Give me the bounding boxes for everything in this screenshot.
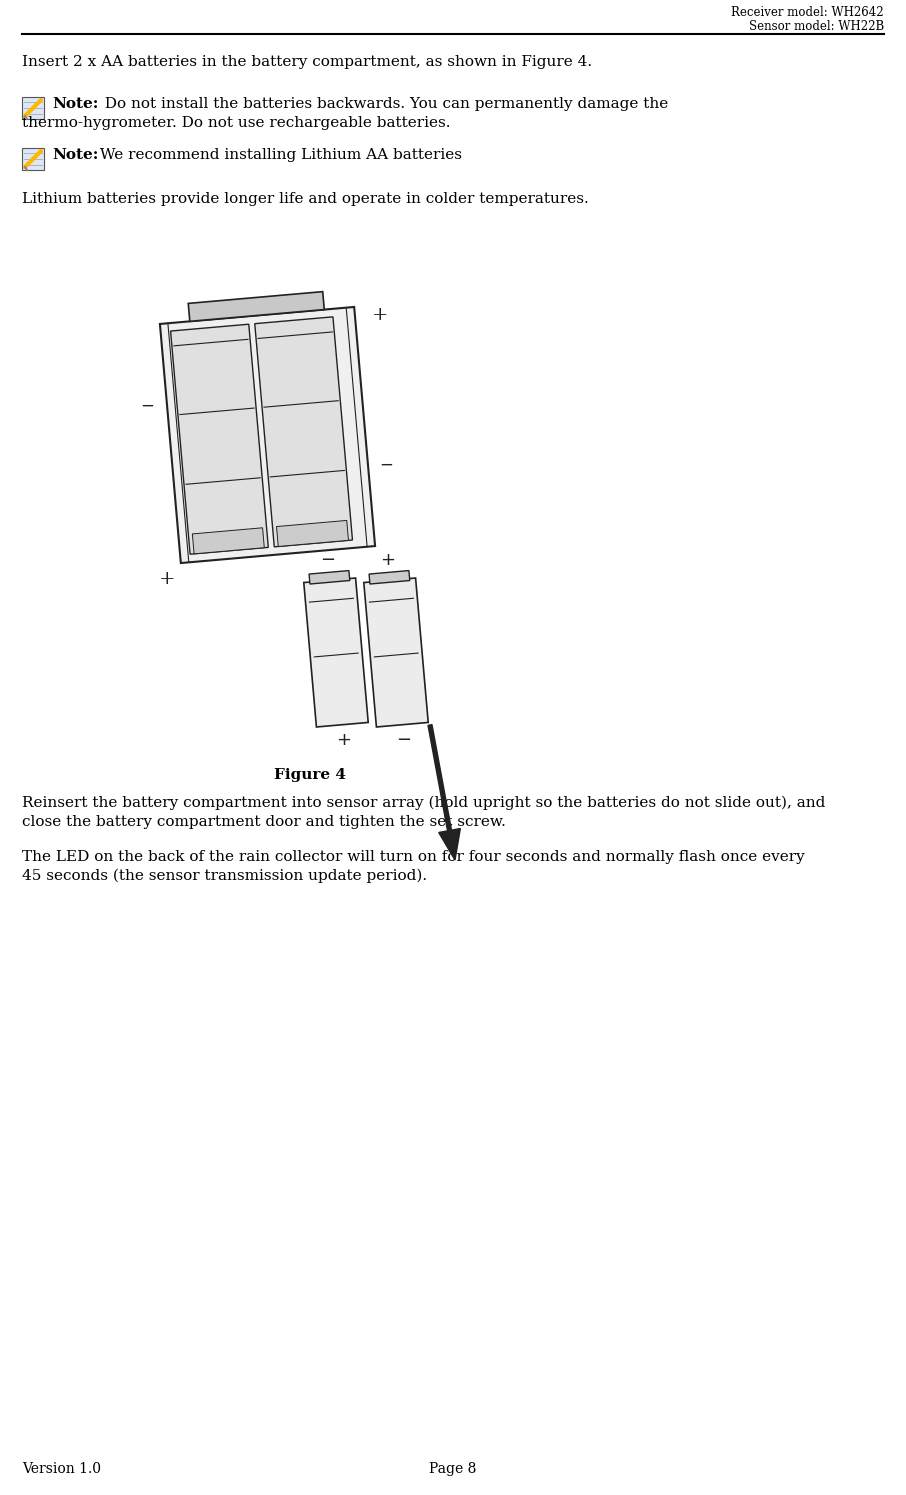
Text: −: − xyxy=(396,731,411,749)
Text: −: − xyxy=(379,456,393,474)
Text: +: + xyxy=(371,306,388,324)
Text: Insert 2 x AA batteries in the battery compartment, as shown in Figure 4.: Insert 2 x AA batteries in the battery c… xyxy=(22,55,593,69)
Text: The LED on the back of the rain collector will turn on for four seconds and norm: The LED on the back of the rain collecto… xyxy=(22,851,805,864)
Text: We recommend installing Lithium AA batteries: We recommend installing Lithium AA batte… xyxy=(95,148,462,161)
Text: Lithium batteries provide longer life and operate in colder temperatures.: Lithium batteries provide longer life an… xyxy=(22,191,589,206)
Text: Sensor model: WH22B: Sensor model: WH22B xyxy=(748,19,884,33)
Text: Version 1.0: Version 1.0 xyxy=(22,1462,101,1476)
Text: 45 seconds (the sensor transmission update period).: 45 seconds (the sensor transmission upda… xyxy=(22,869,427,884)
Text: Note:: Note: xyxy=(52,97,99,111)
Text: Note:: Note: xyxy=(52,148,99,161)
Text: Page 8: Page 8 xyxy=(429,1462,477,1476)
Text: Receiver model: WH2642: Receiver model: WH2642 xyxy=(731,6,884,19)
Polygon shape xyxy=(188,292,324,321)
Bar xyxy=(22,97,44,120)
Polygon shape xyxy=(170,324,268,555)
Text: −: − xyxy=(140,396,154,414)
FancyArrow shape xyxy=(428,725,460,860)
Polygon shape xyxy=(309,571,350,585)
Text: +: + xyxy=(381,552,395,570)
Text: Reinsert the battery compartment into sensor array (hold upright so the batterie: Reinsert the battery compartment into se… xyxy=(22,795,825,810)
Text: close the battery compartment door and tighten the set screw.: close the battery compartment door and t… xyxy=(22,815,506,830)
Polygon shape xyxy=(364,579,429,727)
Text: Do not install the batteries backwards. You can permanently damage the: Do not install the batteries backwards. … xyxy=(95,97,669,111)
Text: −: − xyxy=(321,552,335,570)
Polygon shape xyxy=(192,528,265,553)
Text: Figure 4: Figure 4 xyxy=(274,768,346,782)
Text: +: + xyxy=(159,570,176,589)
Polygon shape xyxy=(276,520,349,547)
Polygon shape xyxy=(369,571,410,585)
Polygon shape xyxy=(160,306,375,564)
Text: thermo-hygrometer. Do not use rechargeable batteries.: thermo-hygrometer. Do not use rechargeab… xyxy=(22,117,450,130)
Text: +: + xyxy=(336,731,352,749)
Polygon shape xyxy=(304,579,368,727)
Polygon shape xyxy=(255,317,352,547)
Bar xyxy=(22,148,44,170)
